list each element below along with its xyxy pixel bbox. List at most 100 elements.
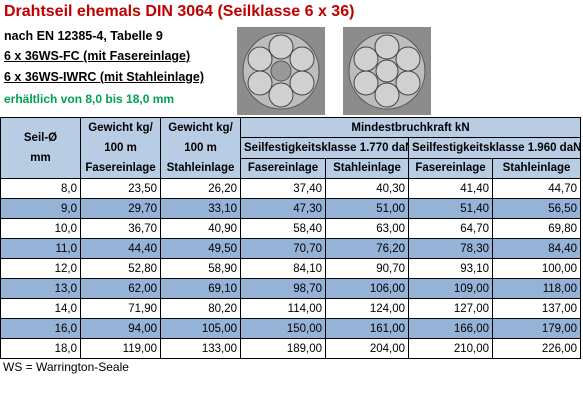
cell: 13,0 [0, 278, 81, 299]
table-row: 11,0 44,40 49,50 70,70 76,20 78,30 84,40 [0, 238, 582, 259]
column-header: Seil-Ø mm [0, 117, 81, 179]
header-line: Gewicht kg/ [168, 122, 233, 134]
cell: 63,00 [325, 218, 409, 239]
cell: 44,70 [491, 178, 582, 199]
header-line: Gewicht kg/ [88, 122, 153, 134]
cell: 204,00 [325, 338, 409, 359]
cell: 18,0 [0, 338, 81, 359]
subcolumn-header: Fasereinlage [240, 157, 326, 180]
cell: 69,80 [491, 218, 582, 239]
subgroup-header: Seilfestigkeitsklasse 1.770 daN [240, 137, 409, 159]
cell: 26,20 [160, 178, 241, 199]
cell: 137,00 [491, 298, 582, 319]
table-row: 14,0 71,90 80,20 114,00 124,00 127,00 137,00 [0, 298, 582, 319]
cell: 47,30 [240, 198, 326, 219]
table-row: 16,0 94,00 105,00 150,00 161,00 166,00 179,00 [0, 318, 582, 339]
cell: 36,70 [80, 218, 161, 239]
cell: 226,00 [491, 338, 582, 359]
cell: 11,0 [0, 238, 81, 259]
header-line: Seil-Ø [23, 132, 58, 144]
cell: 41,40 [408, 178, 493, 199]
cell: 56,50 [491, 198, 582, 219]
cell: 84,10 [240, 258, 326, 279]
footnote: WS = Warrington-Seale [3, 360, 129, 374]
header-line: 100 m [104, 142, 137, 154]
cell: 124,00 [325, 298, 409, 319]
cell: 133,00 [160, 338, 241, 359]
cell: 40,30 [325, 178, 409, 199]
subgroup-header: Seilfestigkeitsklasse 1.960 daN [407, 137, 582, 159]
group-header: Mindestbruchkraft kN [239, 116, 582, 139]
cell: 44,40 [80, 238, 161, 259]
cell: 16,0 [0, 318, 81, 339]
cell: 150,00 [240, 318, 326, 339]
cell: 93,10 [408, 258, 493, 279]
cell: 84,40 [491, 238, 582, 259]
cell: 62,00 [80, 278, 161, 299]
variant: 6 x 36WS-IWRC (mit Stahleinlage) [4, 70, 205, 84]
cell: 105,00 [160, 318, 241, 339]
table-row: 10,0 36,70 40,90 58,40 63,00 64,70 69,80 [0, 218, 582, 239]
cell: 51,00 [325, 198, 409, 219]
cell: 51,40 [408, 198, 493, 219]
cell: 94,00 [80, 318, 161, 339]
subtitle: nach EN 12385-4, Tabelle 9 [4, 29, 163, 43]
cell: 166,00 [408, 318, 493, 339]
availability: erhältlich von 8,0 bis 18,0 mm [4, 92, 175, 106]
cell: 127,00 [408, 298, 493, 319]
rope-table: Seil-Ø mm Gewicht kg/100 m Fasereinlage Ge… [0, 116, 582, 359]
cell: 69,10 [160, 278, 241, 299]
cell: 106,00 [325, 278, 409, 299]
header-line: mm [30, 152, 51, 164]
cell: 40,90 [160, 218, 241, 239]
cell: 118,00 [491, 278, 582, 299]
cell: 37,40 [240, 178, 326, 199]
table-row: 13,0 62,00 69,10 98,70 106,00 109,00 118,00 [0, 278, 582, 299]
header-line: Stahleinlage [166, 162, 235, 174]
cell: 8,0 [0, 178, 81, 199]
cell: 119,00 [80, 338, 161, 359]
cell: 98,70 [240, 278, 326, 299]
cell: 9,0 [0, 198, 81, 219]
variant: 6 x 36WS-FC (mit Fasereinlage) [4, 49, 191, 63]
cell: 100,00 [491, 258, 582, 279]
cell: 70,70 [240, 238, 326, 259]
rope-fc [237, 27, 325, 115]
table-body: 8,0 23,50 26,20 37,40 40,30 41,40 44,70 9,0 29,7… [0, 178, 582, 359]
cell: 52,80 [80, 258, 161, 279]
column-header: Gewicht kg/100 m Fasereinlage [80, 117, 161, 179]
rope-images [237, 27, 431, 115]
table-row: 9,0 29,70 33,10 47,30 51,00 51,40 56,50 [0, 198, 582, 219]
cell: 58,90 [160, 258, 241, 279]
cell: 109,00 [408, 278, 493, 299]
table-row: 12,0 52,80 58,90 84,10 90,70 93,10 100,00 [0, 258, 582, 279]
cell: 12,0 [0, 258, 81, 279]
subcolumn-header: Stahleinlage [325, 157, 409, 180]
rope-iwrc [343, 27, 431, 115]
header-line: Fasereinlage [85, 162, 156, 174]
cell: 179,00 [491, 318, 582, 339]
title: Drahtseil ehemals DIN 3064 (Seilklasse 6… [4, 3, 355, 20]
cell: 10,0 [0, 218, 81, 239]
cell: 76,20 [325, 238, 409, 259]
cell: 49,50 [160, 238, 241, 259]
table-row: 8,0 23,50 26,20 37,40 40,30 41,40 44,70 [0, 178, 582, 199]
cell: 14,0 [0, 298, 81, 319]
cell: 29,70 [80, 198, 161, 219]
table-row: 18,0 119,00 133,00 189,00 204,00 210,00 226,00 [0, 338, 582, 359]
cell: 114,00 [240, 298, 326, 319]
cell: 64,70 [408, 218, 493, 239]
cell: 71,90 [80, 298, 161, 319]
cell: 90,70 [325, 258, 409, 279]
cell: 58,40 [240, 218, 326, 239]
cell: 23,50 [80, 178, 161, 199]
cell: 33,10 [160, 198, 241, 219]
cell: 78,30 [408, 238, 493, 259]
header-line: 100 m [184, 142, 217, 154]
subcolumn-header: Fasereinlage [408, 157, 493, 180]
cell: 189,00 [240, 338, 326, 359]
cell: 161,00 [325, 318, 409, 339]
cell: 80,20 [160, 298, 241, 319]
cell: 210,00 [408, 338, 493, 359]
